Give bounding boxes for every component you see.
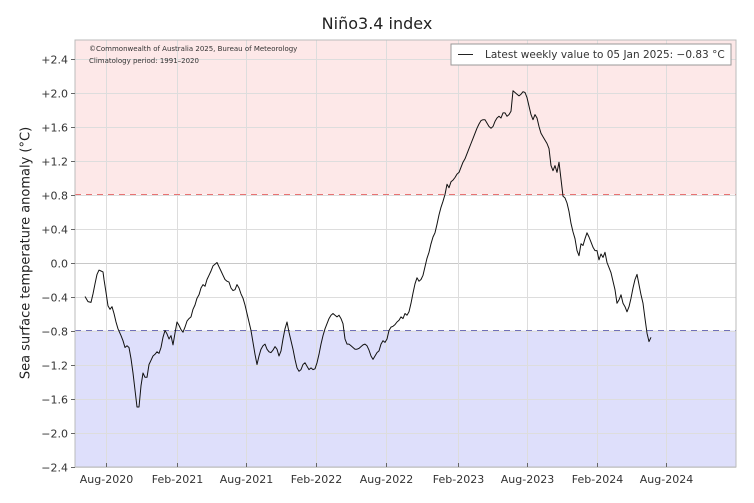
y-tick-label: −0.4 [41, 292, 68, 305]
threshold-lines [75, 194, 736, 331]
y-tick-label: +0.4 [41, 224, 68, 237]
anomaly-bands [75, 40, 736, 467]
y-tick-label: +2.4 [41, 54, 68, 67]
el-nino-band [75, 40, 736, 195]
y-tick-label: −1.6 [41, 394, 68, 407]
plot-frame [74, 39, 737, 468]
x-tick-label: Feb-2022 [291, 473, 342, 486]
x-tick-label: Feb-2023 [433, 473, 484, 486]
chart-title: Niño3.4 index [321, 14, 433, 33]
legend-box [450, 43, 732, 66]
y-tick-label: −2.0 [41, 428, 68, 441]
x-tick-label: Aug-2024 [640, 473, 693, 486]
y-tick-label: 0.0 [51, 258, 69, 271]
y-axis-ticks: +2.4 +2.0 +1.6 +1.2 +0.8 +0.4 0.0 −0.4 −0.8 −1.2 −… [41, 54, 75, 475]
y-tick-label: −1.2 [41, 360, 68, 373]
y-tick-label: +1.6 [41, 122, 68, 135]
legend: Latest weekly value to 05 Jan 2025: −0.8… [450, 43, 732, 66]
x-tick-label: Aug-2021 [220, 473, 273, 486]
y-tick-label: +0.8 [41, 190, 68, 203]
y-tick-label: +2.0 [41, 88, 68, 101]
nino34-index-line [84, 90, 652, 408]
y-tick-label: +1.2 [41, 156, 68, 169]
copyright-credit: ©Commonwealth of Australia 2025, Bureau … [89, 45, 297, 53]
y-tick-label: −2.4 [41, 462, 68, 475]
x-axis-ticks: Aug-2020 Feb-2021 Aug-2021 Feb-2022 Aug-2022… [80, 463, 693, 486]
x-tick-label: Aug-2020 [80, 473, 133, 486]
x-tick-label: Feb-2021 [152, 473, 203, 486]
climatology-period: Climatology period: 1991–2020 [89, 57, 199, 65]
x-tick-label: Aug-2023 [501, 473, 554, 486]
x-tick-label: Feb-2024 [572, 473, 623, 486]
legend-label: Latest weekly value to 05 Jan 2025: −0.8… [485, 49, 725, 61]
x-tick-label: Aug-2022 [360, 473, 413, 486]
y-tick-label: −0.8 [41, 326, 68, 339]
la-nina-band [75, 330, 736, 467]
